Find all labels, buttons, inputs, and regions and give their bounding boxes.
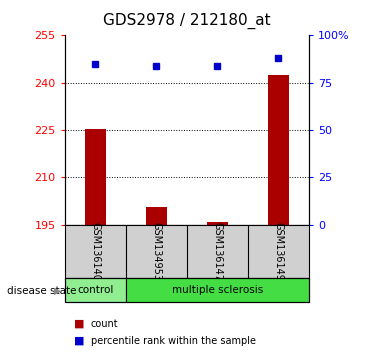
Text: GDS2978 / 212180_at: GDS2978 / 212180_at: [103, 12, 271, 29]
Text: ■: ■: [74, 319, 84, 329]
Text: GSM136147: GSM136147: [212, 222, 222, 281]
Bar: [207, 222, 228, 225]
Text: GSM134953: GSM134953: [151, 222, 161, 281]
Bar: [268, 75, 289, 225]
Text: percentile rank within the sample: percentile rank within the sample: [91, 336, 256, 346]
Text: multiple sclerosis: multiple sclerosis: [172, 285, 263, 295]
Text: ■: ■: [74, 336, 84, 346]
Text: GSM136149: GSM136149: [273, 222, 283, 281]
Text: GSM136140: GSM136140: [90, 222, 100, 281]
Text: count: count: [91, 319, 118, 329]
Bar: [65, 278, 126, 302]
Text: disease state: disease state: [7, 286, 77, 296]
Text: ▶: ▶: [54, 286, 61, 296]
Bar: [146, 207, 167, 225]
Text: control: control: [77, 285, 114, 295]
Bar: [85, 129, 106, 225]
Bar: [126, 278, 309, 302]
